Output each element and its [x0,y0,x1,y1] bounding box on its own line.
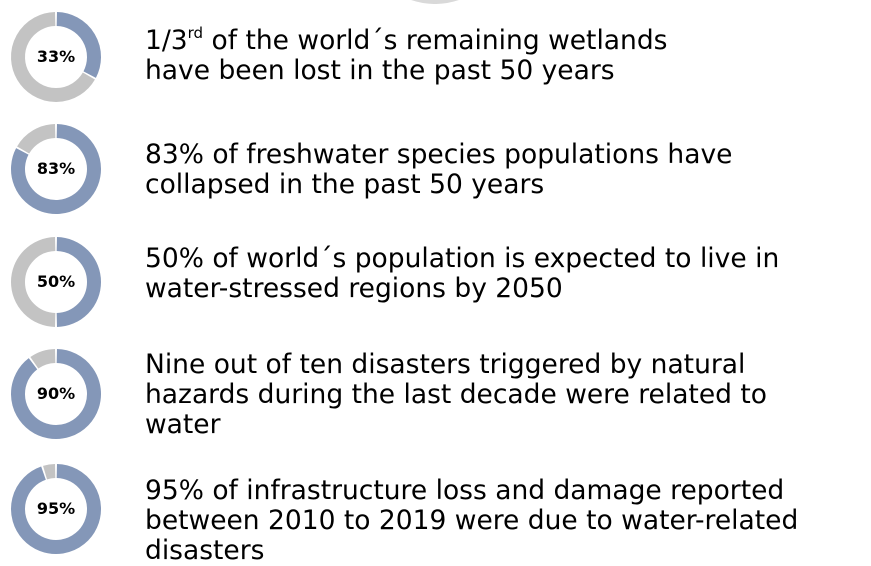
donut-segment-value [11,124,101,214]
partial-donut-arc-top [411,0,459,4]
donut-chart-infrastructure-loss: 95% [9,462,103,556]
stat-description-line-1: 1/3rd of the world´s remaining wetlands [145,26,855,56]
donut-svg [11,237,101,327]
stat-description-line-1: 83% of freshwater species populations ha… [145,139,733,170]
stat-description-line-1: Nine out of ten disasters triggered by n… [145,349,746,380]
line-text: of the world´s remaining wetlands [203,25,668,56]
donut-segment-value [56,237,101,327]
stat-description-line-2: hazards during the last decade were rela… [145,379,767,410]
stat-description-line-2: water-stressed regions by 2050 [145,273,563,304]
stat-description: 95% of infrastructure loss and damage re… [145,476,855,566]
stat-description: Nine out of ten disasters triggered by n… [145,350,855,440]
donut-segment-value [11,464,101,554]
stat-description-line-2: have been lost in the past 50 years [145,55,615,86]
donut-segment-remainder [11,237,56,327]
stat-description-line-3: water [145,409,221,440]
stat-description: 83% of freshwater species populations ha… [145,140,855,200]
ordinal-suffix: rd [187,24,204,42]
donut-segment-remainder [17,124,56,154]
donut-segment-remainder [30,349,56,369]
stat-description: 1/3rd of the world´s remaining wetlands … [145,26,855,86]
donut-chart-freshwater-species: 83% [9,122,103,216]
donut-chart-wetlands: 33% [9,10,103,104]
donut-svg [11,349,101,439]
donut-value-label: 50% [36,272,76,291]
donut-value-label: 90% [36,384,76,403]
donut-chart-disasters: 90% [9,347,103,441]
donut-value-label: 95% [36,499,76,518]
fraction-text: 1/3 [145,25,188,56]
donut-chart-water-stress: 50% [9,235,103,329]
stat-description-line-2: collapsed in the past 50 years [145,169,545,200]
donut-svg [11,124,101,214]
donut-segment-value [56,12,101,78]
stat-description-line-1: 95% of infrastructure loss and damage re… [145,475,785,506]
donut-segment-value [11,349,101,439]
donut-svg [11,464,101,554]
stat-description-line-2: between 2010 to 2019 were due to water-r… [145,505,799,536]
donut-svg [11,12,101,102]
donut-value-label: 33% [36,47,76,66]
stat-description: 50% of world´s population is expected to… [145,244,855,304]
donut-segment-remainder [11,12,95,102]
donut-segment-remainder [43,464,56,480]
stat-description-line-1: 50% of world´s population is expected to… [145,243,780,274]
donut-value-label: 83% [36,159,76,178]
stat-description-line-3: disasters [145,535,265,566]
